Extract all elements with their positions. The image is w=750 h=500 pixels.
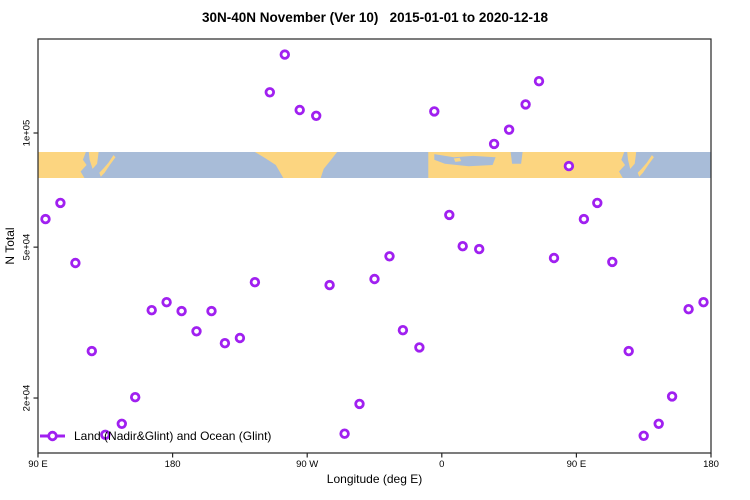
data-point <box>70 257 81 269</box>
data-point <box>563 160 575 172</box>
x-tick-label: 90 E <box>28 459 48 470</box>
data-point <box>429 106 440 117</box>
map-strip-sea <box>510 152 523 164</box>
data-point <box>520 99 531 110</box>
data-point <box>249 277 261 288</box>
y-axis-title: N Total <box>3 227 17 265</box>
map-strip-sea <box>434 154 496 167</box>
data-point <box>698 297 709 308</box>
data-point <box>397 325 409 336</box>
data-point <box>219 338 231 349</box>
data-point <box>444 209 455 221</box>
y-tick-label: 2e+04 <box>21 384 33 412</box>
map-strip-land <box>637 155 654 177</box>
data-point <box>324 279 335 291</box>
data-point <box>474 243 485 255</box>
map-strip-land <box>38 152 87 178</box>
data-point <box>116 418 127 429</box>
y-tick-label: 1e+05 <box>21 119 33 147</box>
data-point <box>503 124 515 135</box>
map-strip-land <box>627 152 637 169</box>
data-point <box>592 197 603 209</box>
data-point <box>623 345 634 357</box>
data-point <box>40 213 51 225</box>
data-point <box>339 428 350 439</box>
data-point <box>533 75 545 87</box>
data-point <box>176 305 187 317</box>
x-axis-title: Longitude (deg E) <box>326 472 423 486</box>
map-strip-land <box>99 155 116 177</box>
data-point <box>414 342 425 353</box>
data-point <box>488 138 500 150</box>
data-point <box>86 345 97 357</box>
data-point <box>234 332 246 344</box>
data-point <box>384 251 395 262</box>
data-point <box>191 326 202 337</box>
map-strip-land <box>254 152 338 178</box>
legend-label: Land (Nadir&Glint) and Ocean (Glint) <box>74 429 272 443</box>
x-tick-label: 90 W <box>296 459 319 470</box>
x-tick-label: 90 E <box>566 459 587 470</box>
x-tick-label: 0 <box>439 459 445 470</box>
data-point <box>653 418 664 429</box>
map-strip-land <box>88 152 99 169</box>
data-point <box>294 104 305 116</box>
data-point <box>457 240 468 252</box>
data-point <box>607 256 618 268</box>
data-point <box>638 430 649 441</box>
data-point <box>129 392 141 403</box>
y-tick-label: 5e+04 <box>21 233 33 261</box>
data-point <box>161 297 172 308</box>
x-tick-label: 180 <box>164 459 181 470</box>
data-point <box>666 391 678 402</box>
legend-marker-circle <box>47 430 58 442</box>
map-strip-land <box>453 157 462 162</box>
chart-title: 30N-40N November (Ver 10) 2015-01-01 to … <box>202 10 548 25</box>
plot-box <box>37 38 712 454</box>
data-point <box>311 110 322 121</box>
data-point <box>264 87 275 98</box>
data-point <box>146 305 157 316</box>
data-point <box>578 213 590 225</box>
data-point <box>279 49 290 60</box>
data-point <box>683 304 694 315</box>
data-point <box>55 197 66 209</box>
data-point <box>100 429 111 440</box>
data-point <box>369 273 380 285</box>
data-point <box>354 398 365 410</box>
data-point <box>206 305 217 317</box>
data-point <box>548 252 560 264</box>
x-tick-label: 180 <box>703 459 719 470</box>
